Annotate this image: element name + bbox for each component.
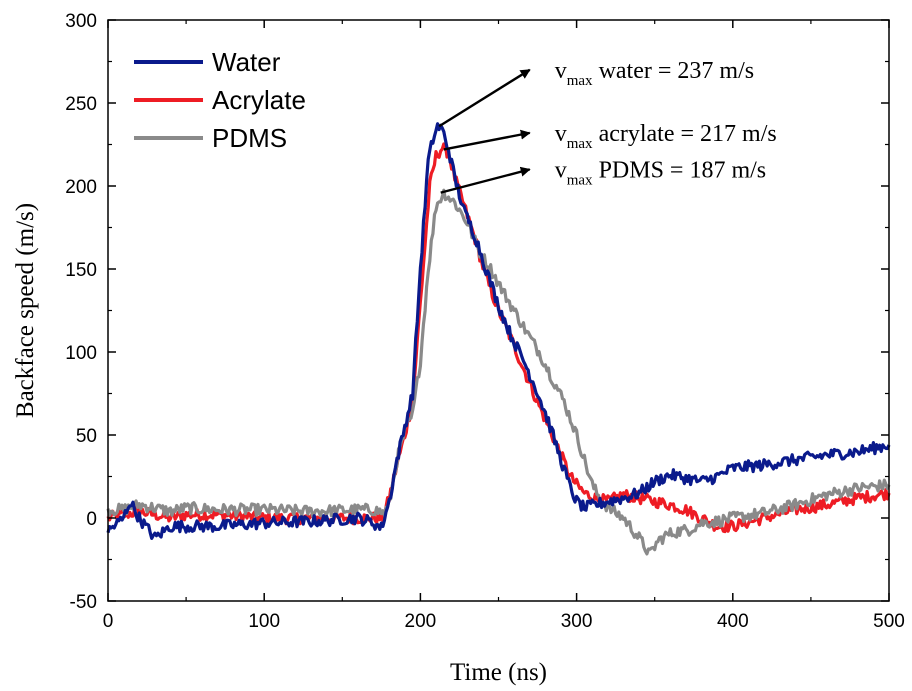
series-line-water xyxy=(106,122,891,540)
y-tick-label: 0 xyxy=(86,509,97,530)
x-tick-label: 0 xyxy=(103,611,114,632)
legend-label-water: Water xyxy=(212,47,281,77)
annotation-subscript: max xyxy=(567,136,593,152)
legend: Water Acrylate PDMS xyxy=(134,47,306,153)
legend-label-acrylate: Acrylate xyxy=(212,85,306,115)
y-axis-title: Backface speed (m/s) xyxy=(12,203,39,418)
annotation-value: acrylate = 217 m/s xyxy=(593,121,777,147)
y-tick-label: 250 xyxy=(65,94,97,115)
annotation-text: vmax PDMS = 187 m/s xyxy=(555,157,766,188)
y-tick-label: 50 xyxy=(76,426,97,447)
x-tick-label: 100 xyxy=(248,611,280,632)
annotation-value: water = 237 m/s xyxy=(593,58,755,84)
y-tick-label: 100 xyxy=(65,343,97,364)
x-tick-label: 200 xyxy=(405,611,437,632)
annotation-text: vmax water = 237 m/s xyxy=(555,58,754,89)
x-tick-label: 300 xyxy=(561,611,593,632)
annotation-value: PDMS = 187 m/s xyxy=(593,157,767,183)
annotation-text: vmax acrylate = 217 m/s xyxy=(555,121,777,152)
annotation-arrow xyxy=(440,166,531,194)
annotation-subscript: max xyxy=(567,73,593,89)
x-axis-title: Time (ns) xyxy=(450,659,547,686)
annotation-symbol: v xyxy=(555,157,567,183)
annotation-symbol: v xyxy=(555,58,567,84)
annotation-subscript: max xyxy=(567,172,593,188)
y-tick-label: -50 xyxy=(70,592,97,613)
annotation-arrow xyxy=(438,68,531,128)
x-tick-label: 500 xyxy=(873,611,905,632)
axis-ticks: 0 100 200 300 400 500 -50 0 50 100 150 200 250 300 xyxy=(65,11,905,632)
legend-label-pdms: PDMS xyxy=(212,123,287,153)
plot-lines xyxy=(106,122,891,556)
series-line-acrylate xyxy=(106,142,891,534)
annotation-symbol: v xyxy=(555,121,567,147)
x-tick-label: 400 xyxy=(717,611,749,632)
series-line-pdms xyxy=(106,188,891,556)
annotation-arrow xyxy=(443,129,531,151)
y-tick-label: 150 xyxy=(65,260,97,281)
y-tick-label: 300 xyxy=(65,11,97,32)
y-tick-label: 200 xyxy=(65,177,97,198)
